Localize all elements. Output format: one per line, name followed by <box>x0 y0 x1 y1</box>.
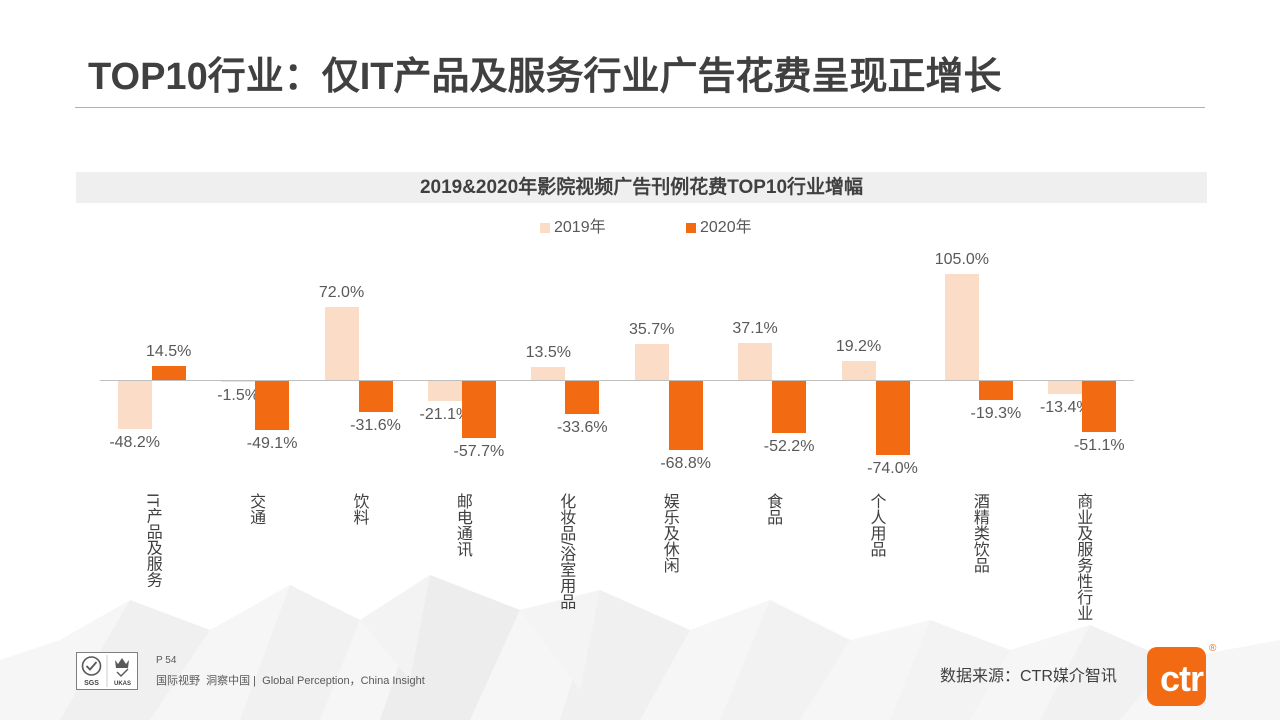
title-divider <box>75 107 1205 108</box>
data-label-2020-cat-8: -74.0% <box>867 459 918 477</box>
bar-2020-cat-9 <box>978 380 1013 400</box>
data-label-2020-cat-3: -31.6% <box>350 417 401 435</box>
category-label-1: IT产品及服务 <box>143 493 161 588</box>
data-label-2019-cat-8: 19.2% <box>835 337 882 355</box>
category-label-10: 商业及服务性行业 <box>1074 493 1092 621</box>
zero-baseline <box>100 380 1134 381</box>
bar-2020-cat-1 <box>151 365 186 381</box>
bar-2020-cat-10 <box>1082 380 1117 432</box>
data-label-2019-cat-2: -1.5% <box>217 386 259 404</box>
bar-2020-cat-3 <box>358 380 393 413</box>
data-label-2019-cat-7: 37.1% <box>732 319 778 337</box>
category-label-7: 食品 <box>764 493 782 525</box>
bar-2020-cat-2 <box>255 380 290 430</box>
data-label-2020-cat-1: 14.5% <box>146 342 192 360</box>
ctr-logo-text: ctr <box>1160 658 1204 699</box>
bar-2020-cat-7 <box>772 380 807 433</box>
ukas-seal-text: UKAS <box>114 681 131 687</box>
certification-badges: SGS UKAS <box>76 652 138 690</box>
ctr-logo: ctr <box>1147 647 1206 706</box>
bar-2019-cat-1 <box>117 380 152 429</box>
data-label-2019-cat-4: -21.1% <box>419 406 471 424</box>
bar-2019-cat-9 <box>944 274 979 381</box>
page-number: P 54 <box>156 655 177 666</box>
bar-2019-cat-4 <box>427 380 462 402</box>
bar-2020-cat-4 <box>461 380 496 439</box>
data-label-2019-cat-9: 105.0% <box>934 251 990 269</box>
bar-2019-cat-10 <box>1048 380 1083 394</box>
bar-2019-cat-5 <box>531 366 566 381</box>
legend-label-2020: 2020年 <box>700 219 752 236</box>
category-label-3: 饮料 <box>350 493 368 525</box>
bar-2019-cat-7 <box>738 342 773 381</box>
legend-label-2019: 2019年 <box>554 219 606 236</box>
bar-2019-cat-6 <box>634 344 669 381</box>
bar-2020-cat-5 <box>565 380 600 415</box>
data-label-2019-cat-6: 35.7% <box>629 321 675 339</box>
bar-2019-cat-8 <box>841 360 876 381</box>
legend-item-2019: 2019年 <box>540 219 606 237</box>
data-label-2020-cat-5: -33.6% <box>556 419 608 437</box>
category-label-4: 邮电通讯 <box>453 493 471 557</box>
bar-2019-cat-3 <box>324 307 359 381</box>
data-label-2019-cat-5: 13.5% <box>525 343 571 361</box>
legend-swatch-2019 <box>540 223 550 233</box>
data-source-note: 数据来源：CTR媒介智讯 <box>940 668 1117 685</box>
data-label-2019-cat-3: 72.0% <box>318 284 365 302</box>
category-label-2: 交通 <box>247 493 265 525</box>
category-label-9: 酒精类饮品 <box>970 493 988 573</box>
category-label-6: 娱乐及休闲 <box>660 493 678 573</box>
data-label-2020-cat-10: -51.1% <box>1073 436 1125 454</box>
category-label-5: 化妆品/浴室用品 <box>557 493 575 610</box>
chart-title-banner: 2019&2020年影院视频广告刊例花费TOP10行业增幅 <box>76 172 1207 203</box>
ukas-seal-icon: UKAS <box>114 658 131 687</box>
data-label-2020-cat-9: -19.3% <box>970 404 1022 422</box>
bar-2020-cat-6 <box>668 380 703 450</box>
legend-swatch-2020 <box>686 223 696 233</box>
footer-slogan: 国际视野 洞察中国 | Global Perception，China Insi… <box>156 675 425 687</box>
registered-mark: ® <box>1209 643 1217 654</box>
data-label-2020-cat-6: -68.8% <box>660 454 712 472</box>
chart-title: 2019&2020年影院视频广告刊例花费TOP10行业增幅 <box>419 177 864 198</box>
certification-seals: SGS UKAS <box>76 652 138 690</box>
category-label-8: 个人用品 <box>867 493 885 557</box>
slide-title: TOP10行业：仅IT产品及服务行业广告花费呈现正增长 <box>88 56 1002 98</box>
data-label-2020-cat-2: -49.1% <box>246 434 298 452</box>
data-label-2019-cat-1: -48.2% <box>109 433 161 451</box>
sgs-seal-text: SGS <box>84 680 99 687</box>
data-label-2020-cat-4: -57.7% <box>453 443 505 461</box>
data-label-2019-cat-10: -13.4% <box>1039 398 1091 416</box>
data-label-2020-cat-7: -52.2% <box>763 437 815 455</box>
legend-item-2020: 2020年 <box>686 219 752 237</box>
bar-2020-cat-8 <box>875 380 910 455</box>
sgs-seal-icon: SGS <box>81 656 102 687</box>
